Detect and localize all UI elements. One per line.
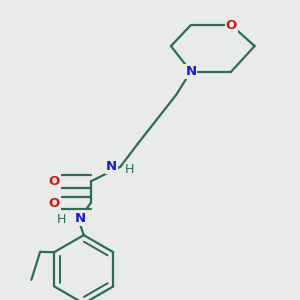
Text: N: N: [185, 65, 197, 78]
Text: H: H: [56, 213, 66, 226]
Text: N: N: [106, 160, 117, 173]
Text: O: O: [226, 19, 237, 32]
Text: N: N: [75, 212, 86, 224]
Text: H: H: [124, 164, 134, 176]
Text: O: O: [48, 175, 60, 188]
Text: O: O: [48, 196, 60, 209]
